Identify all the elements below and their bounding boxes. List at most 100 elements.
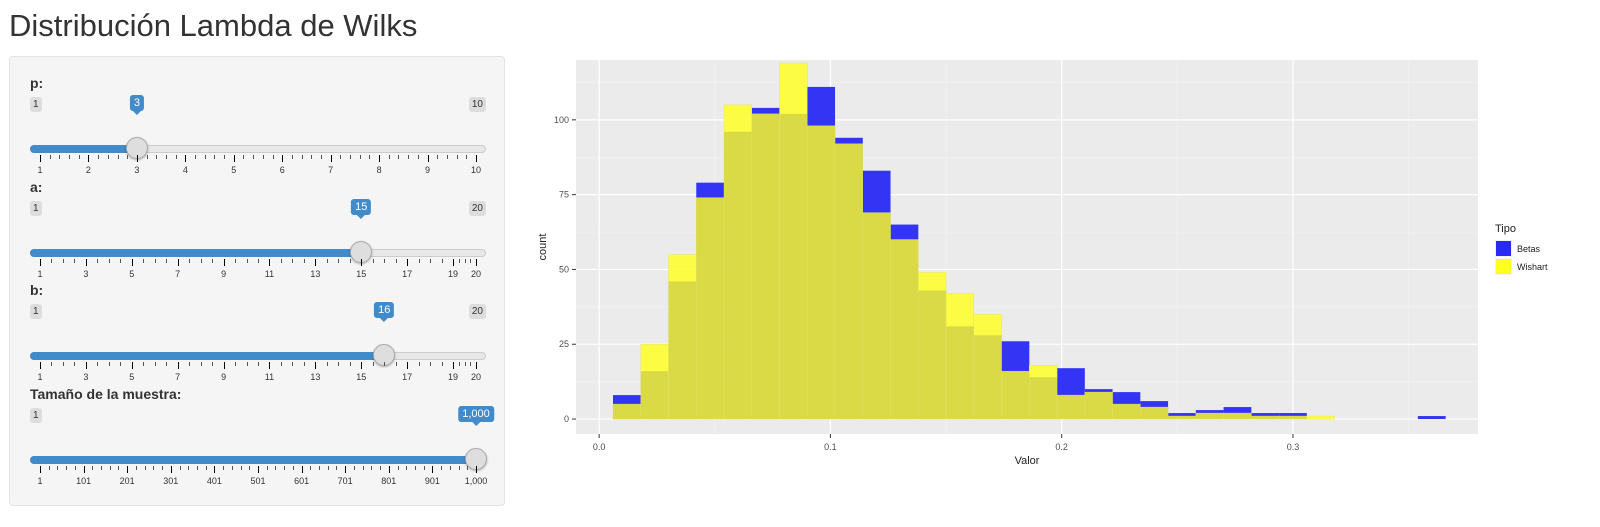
slider-minor-tick (338, 259, 340, 263)
slider-minor-tick (166, 259, 168, 263)
slider-major-tick (85, 259, 87, 266)
slider-tick-label: 13 (310, 269, 321, 279)
y-tick-label: 100 (554, 115, 569, 125)
slider-a-fill (30, 249, 362, 257)
slider-b-value: 16 (374, 302, 395, 322)
slider-tick-label: 2 (85, 165, 91, 175)
slider-major-tick (127, 466, 129, 473)
slider-p[interactable]: p: 1 10 3 1 2 3 4 5 6 7 8 9 10 (30, 75, 486, 175)
slider-major-tick (40, 259, 41, 266)
bar-wishart (890, 239, 919, 420)
slider-a-handle[interactable] (350, 241, 373, 263)
slider-minor-tick (437, 155, 439, 159)
slider-tick-label: 20 (470, 269, 482, 279)
slider-major-tick (345, 466, 347, 473)
slider-major-tick (453, 362, 455, 369)
slider-minor-tick (57, 466, 59, 470)
slider-tick-label: 3 (83, 269, 89, 279)
slider-tick-label: 1 (37, 372, 43, 382)
bar-wishart (612, 403, 641, 420)
slider-minor-tick (196, 466, 198, 470)
slider-minor-tick (153, 466, 155, 470)
slider-tick-label: 8 (376, 165, 382, 175)
slider-minor-tick (320, 155, 322, 159)
slider-major-tick (223, 259, 225, 266)
slider-minor-tick (223, 466, 225, 470)
slider-tick-label: 7 (175, 269, 181, 279)
slider-minor-tick (117, 155, 119, 159)
slider-a-min: 1 (30, 201, 42, 216)
slider-sample-size-ticks: 1 101 201 301 401 501 601 701 801 901 1,000 (30, 466, 487, 486)
slider-tick-label: 7 (328, 165, 334, 175)
bar-wishart (918, 272, 947, 420)
slider-minor-tick (92, 466, 94, 470)
page-title: Distribución Lambda de Wilks (9, 8, 418, 43)
slider-major-tick (214, 466, 216, 473)
slider-minor-tick (384, 259, 386, 263)
slider-minor-tick (51, 259, 53, 263)
slider-minor-tick (395, 259, 397, 263)
slider-minor-tick (458, 259, 460, 263)
slider-minor-tick (353, 466, 355, 470)
slider-tick-label: 9 (221, 269, 227, 279)
slider-minor-tick (418, 259, 420, 263)
slider-minor-tick (395, 362, 397, 366)
slider-minor-tick (143, 362, 145, 366)
slider-minor-tick (120, 259, 122, 263)
slider-tick-label: 201 (119, 476, 135, 486)
slider-minor-tick (449, 466, 451, 470)
slider-minor-tick (249, 466, 251, 470)
slider-minor-tick (359, 155, 361, 159)
slider-minor-tick (280, 259, 282, 263)
slider-b-min: 1 (30, 304, 42, 319)
bar-wishart (1084, 391, 1113, 420)
slider-major-tick (269, 259, 271, 266)
slider-p-max: 10 (468, 97, 486, 112)
slider-minor-tick (414, 466, 416, 470)
slider-tick-label: 11 (264, 269, 275, 279)
slider-minor-tick (456, 155, 458, 159)
slider-sample-size-fill (30, 456, 476, 464)
slider-minor-tick (200, 259, 202, 263)
bar-wishart (723, 104, 752, 420)
slider-major-tick (83, 466, 85, 473)
slider-minor-tick (262, 155, 264, 159)
slider-major-tick (453, 259, 455, 266)
slider-minor-tick (430, 362, 432, 366)
slider-minor-tick (246, 362, 248, 366)
slider-tick-label: 401 (206, 476, 222, 486)
slider-major-tick (407, 259, 409, 266)
slider-sample-size[interactable]: Tamaño de la muestra: 1 1,000 1 101 201 301… (30, 386, 494, 486)
slider-minor-tick (470, 259, 472, 263)
slider-major-tick (233, 155, 235, 162)
bar-wishart (751, 113, 780, 420)
slider-minor-tick (204, 155, 206, 159)
bar-wishart (973, 314, 1002, 420)
slider-minor-tick (97, 259, 99, 263)
slider-minor-tick (253, 155, 255, 159)
slider-minor-tick (200, 362, 202, 366)
y-tick-label: 25 (559, 339, 569, 349)
x-tick-label: 0.1 (824, 442, 837, 452)
bar-wishart (1167, 415, 1197, 420)
slider-minor-tick (51, 362, 53, 366)
slider-minor-tick (189, 362, 191, 366)
slider-minor-tick (127, 155, 129, 159)
slider-minor-tick (388, 155, 390, 159)
slider-sample-size-label: Tamaño de la muestra: (30, 386, 182, 402)
slider-minor-tick (205, 466, 207, 470)
slider-minor-tick (466, 155, 468, 159)
legend-label-betas: Betas (1517, 244, 1541, 254)
bar-wishart (668, 254, 697, 420)
slider-minor-tick (189, 259, 191, 263)
slider-major-tick (40, 362, 41, 369)
slider-tick-label: 20 (470, 372, 482, 382)
slider-minor-tick (175, 155, 177, 159)
slider-major-tick (40, 466, 41, 473)
slider-a[interactable]: a: 1 20 15 1 3 5 7 9 11 13 15 17 19 20 (30, 179, 486, 279)
axes: 0.0 0.1 0.2 0.3 0 25 50 75 100 (554, 115, 1299, 452)
slider-minor-tick (275, 466, 277, 470)
slider-tick-label: 301 (163, 476, 179, 486)
bar-wishart (862, 212, 891, 420)
slider-b[interactable]: b: 1 20 16 1 3 5 7 9 11 13 15 17 19 20 (30, 282, 486, 382)
